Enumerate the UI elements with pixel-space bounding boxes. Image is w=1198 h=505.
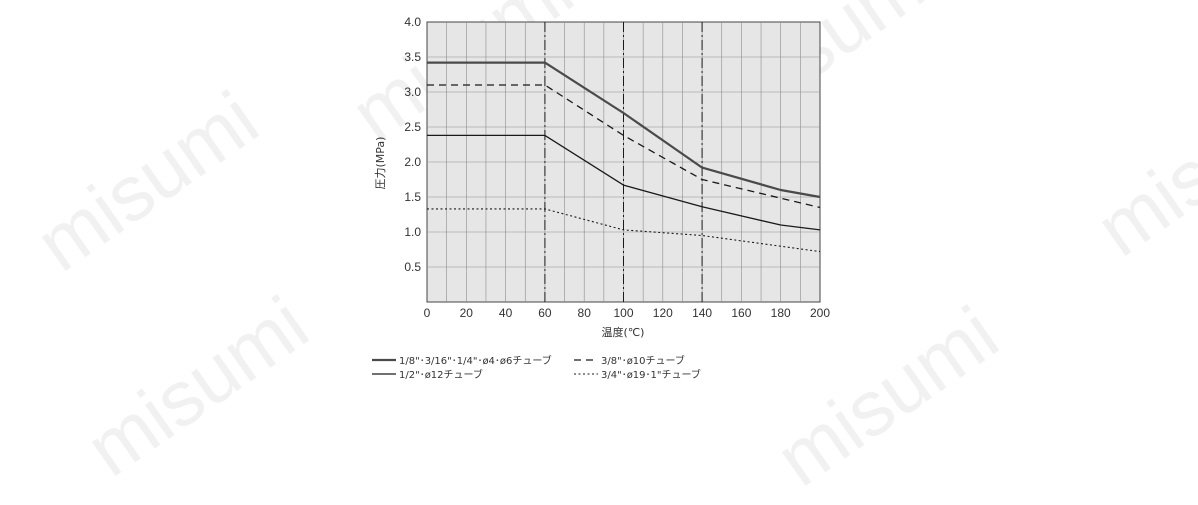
x-tick-label: 180: [771, 306, 791, 320]
legend-label: 1/8"･3/16"･1/4"･ø4･ø6チューブ: [399, 354, 552, 367]
legend-label: 3/4"･ø19･1"チューブ: [601, 368, 701, 381]
x-tick-labels: 0 20 40 60 80 100 120 140 160 180 200: [424, 306, 831, 320]
x-tick-label: 100: [613, 306, 633, 320]
x-axis-label: 温度(℃): [602, 325, 645, 339]
legend-label: 3/8"･ø10チューブ: [601, 354, 685, 367]
x-tick-label: 200: [810, 306, 830, 320]
y-tick-label: 2.5: [404, 120, 421, 134]
x-tick-label: 140: [692, 306, 712, 320]
legend: 1/8"･3/16"･1/4"･ø4･ø6チューブ 3/8"･ø10チューブ 1/2…: [372, 354, 701, 381]
y-tick-label: 0.5: [404, 260, 421, 274]
y-tick-labels: 0.5 1.0 1.5 2.0 2.5 3.0 3.5 4.0: [404, 15, 421, 274]
x-tick-label: 40: [499, 306, 513, 320]
series-line-2: [427, 84, 821, 209]
legend-label: 1/2"･ø12チューブ: [399, 368, 483, 381]
x-tick-label: 20: [460, 306, 474, 320]
series-line-1: [427, 61, 821, 199]
x-tick-label: 80: [578, 306, 592, 320]
reference-lines: [544, 22, 703, 302]
x-tick-label: 160: [731, 306, 751, 320]
series-line-3: [427, 134, 821, 231]
y-tick-label: 4.0: [404, 15, 421, 29]
y-axis-label: 圧力(MPa): [374, 137, 387, 190]
y-tick-label: 2.0: [404, 155, 421, 169]
series-group: [427, 61, 821, 253]
y-tick-label: 3.0: [404, 85, 421, 99]
x-tick-label: 120: [653, 306, 673, 320]
pressure-temperature-chart: 0 20 40 60 80 100 120 140 160 180 200 0.5 1.0 1.5 2.0…: [372, 15, 831, 381]
y-tick-label: 1.5: [404, 190, 421, 204]
y-tick-label: 1.0: [404, 225, 421, 239]
y-tick-label: 3.5: [404, 50, 421, 64]
x-tick-label: 60: [538, 306, 552, 320]
series-line-4: [427, 208, 821, 253]
x-tick-label: 0: [424, 306, 431, 320]
